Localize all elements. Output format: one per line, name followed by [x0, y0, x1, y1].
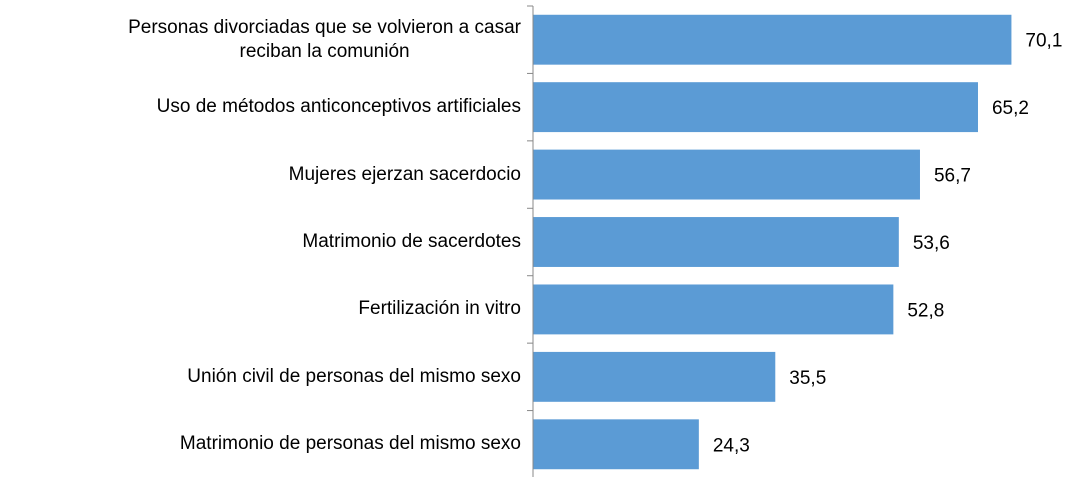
bar: [533, 284, 894, 335]
bar: [533, 14, 1012, 65]
category-label: Mujeres ejerzan sacerdocio: [288, 163, 521, 185]
bar: [533, 82, 978, 133]
value-label: 52,8: [907, 300, 944, 321]
category-label: Matrimonio de personas del mismo sexo: [179, 433, 521, 455]
category-label: Fertilización in vitro: [358, 298, 521, 320]
category-label: Matrimonio de sacerdotes: [302, 231, 521, 252]
category-label: Unión civil de personas del mismo sexo: [187, 365, 521, 387]
value-label: 35,5: [789, 368, 826, 389]
value-label: 65,2: [992, 98, 1029, 119]
value-label: 53,6: [913, 233, 950, 254]
value-label: 70,1: [1025, 31, 1062, 52]
value-label: 56,7: [934, 166, 971, 187]
value-label: 24,3: [713, 435, 750, 456]
category-label: Uso de métodos anticonceptivos artificia…: [156, 96, 521, 118]
bar: [533, 149, 920, 200]
bar: [533, 419, 699, 470]
bar: [533, 351, 776, 402]
category-label: Personas divorciadas que se volvieron a …: [128, 16, 521, 62]
bar: [533, 217, 899, 267]
